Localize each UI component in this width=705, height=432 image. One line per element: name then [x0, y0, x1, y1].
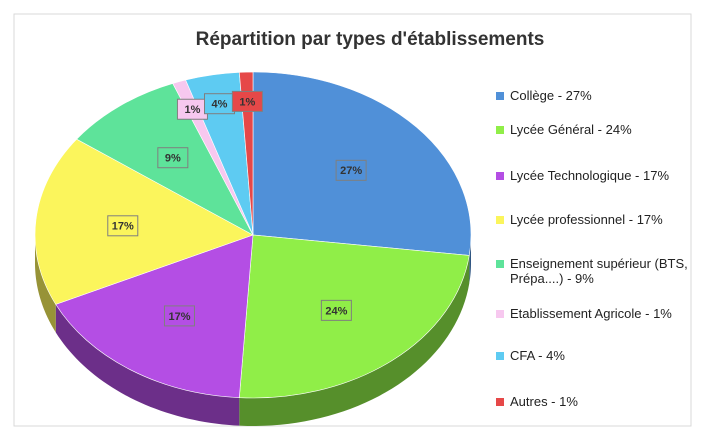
slice-side	[35, 235, 56, 333]
legend-label: Enseignement supérieur (BTS, Prépa....) …	[510, 256, 688, 286]
slice-side	[55, 304, 240, 426]
legend-item: Lycée Général - 24%	[496, 122, 696, 137]
legend-item: Autres - 1%	[496, 394, 696, 409]
legend-label: Autres - 1%	[510, 394, 578, 409]
legend-label: CFA - 4%	[510, 348, 565, 363]
data-label: 24%	[325, 305, 347, 317]
data-label-box	[163, 305, 195, 327]
legend-swatch	[496, 260, 504, 268]
legend-item: Etablissement Agricole - 1%	[496, 306, 696, 321]
data-label: 17%	[168, 311, 190, 323]
chart-title: Répartition par types d'établissements	[196, 29, 545, 50]
legend-swatch	[496, 172, 504, 180]
legend-item: Lycée Technologique - 17%	[496, 168, 696, 183]
legend-item: CFA - 4%	[496, 348, 696, 363]
slice-side	[239, 255, 470, 426]
data-label: 4%	[212, 99, 228, 111]
data-label-box	[335, 159, 367, 181]
legend-item: Collège - 27%	[496, 88, 696, 103]
data-label: 1%	[184, 104, 200, 116]
legend-label: Lycée Général - 24%	[510, 122, 632, 137]
legend-swatch	[496, 92, 504, 100]
data-label-box	[107, 215, 139, 237]
slice	[238, 71, 254, 236]
legend-label: Etablissement Agricole - 1%	[510, 306, 672, 321]
legend-swatch	[496, 126, 504, 134]
data-label-box	[320, 299, 352, 321]
legend-swatch	[496, 216, 504, 224]
legend-label: Lycée professionnel - 17%	[510, 212, 663, 227]
legend-swatch	[496, 352, 504, 360]
legend-item: Lycée professionnel - 17%	[496, 212, 696, 227]
data-label: 27%	[340, 165, 362, 177]
data-label: 17%	[112, 221, 134, 233]
data-label: 9%	[165, 153, 181, 165]
data-label-box	[231, 90, 263, 112]
slice	[34, 138, 254, 305]
slice	[238, 234, 470, 399]
legend-label: Lycée Technologique - 17%	[510, 168, 670, 183]
data-label-box	[157, 147, 189, 169]
legend-label: Collège - 27%	[510, 88, 592, 103]
legend-swatch	[496, 398, 504, 406]
legend-item: Enseignement supérieur (BTS, Prépa....) …	[496, 256, 696, 286]
legend-swatch	[496, 310, 504, 318]
slice	[55, 234, 254, 398]
data-label: 1%	[239, 96, 255, 108]
